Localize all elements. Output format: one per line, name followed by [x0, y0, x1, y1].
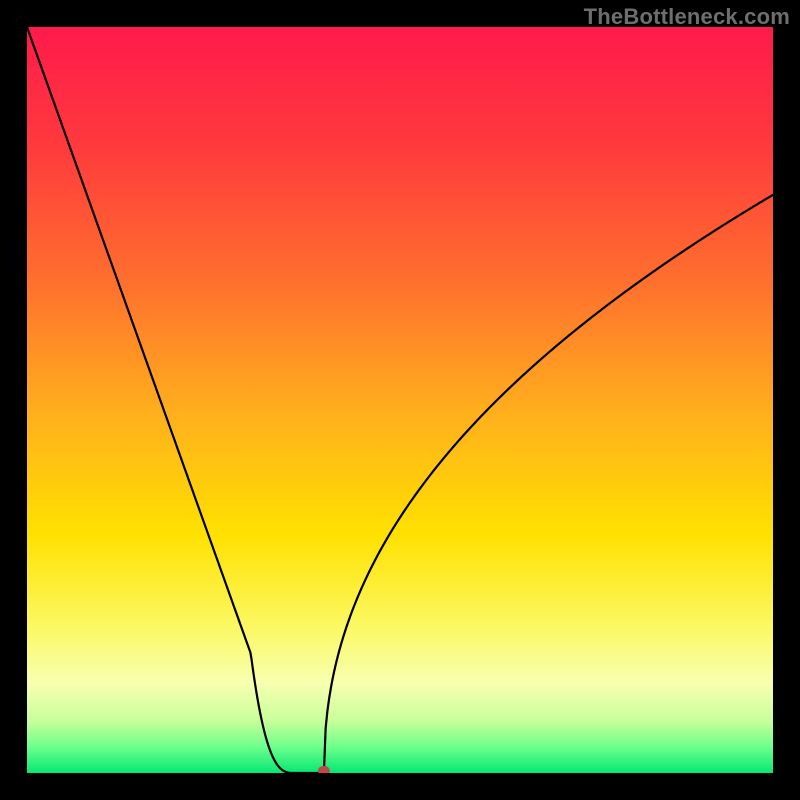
- gradient-background: [27, 27, 773, 773]
- bottleneck-chart: [27, 27, 773, 773]
- chart-frame: TheBottleneck.com: [0, 0, 800, 800]
